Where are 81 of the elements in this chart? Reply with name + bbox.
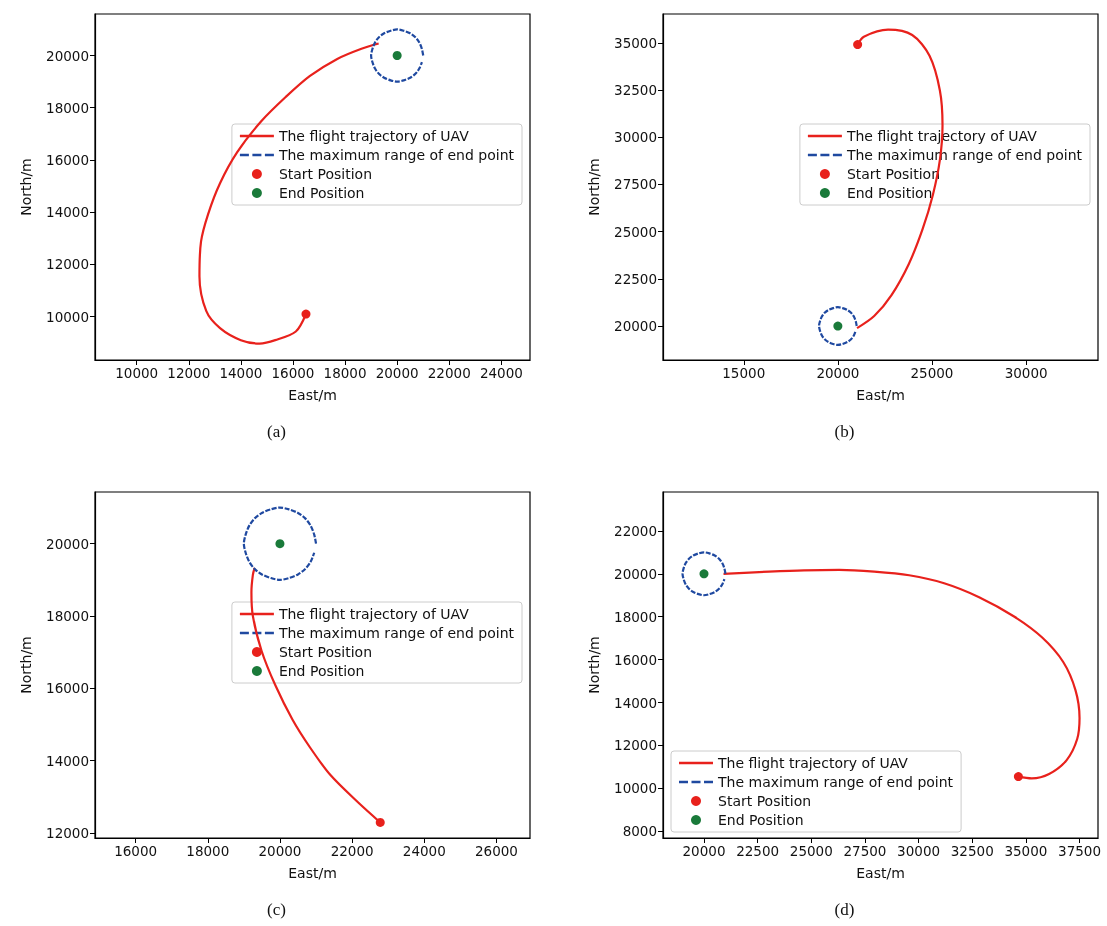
legend-label: End Position	[718, 812, 804, 828]
legend-label: The flight trajectory of UAV	[277, 128, 470, 144]
x-tick-label: 10000	[115, 365, 159, 381]
legend-label: End Position	[278, 663, 365, 679]
text: (a)	[267, 422, 286, 441]
x-tick-label: 35000	[1004, 843, 1048, 859]
x-tick-label: 27500	[843, 843, 887, 859]
x-tick-label: 18000	[186, 843, 230, 859]
y-tick-label: 10000	[614, 780, 657, 797]
y-tick-label: 30000	[614, 129, 657, 146]
x-tick-label: 22000	[330, 843, 374, 859]
x-tick-label: 25000	[789, 843, 833, 859]
text: (b)	[834, 422, 855, 441]
x-tick-label: 14000	[219, 365, 263, 381]
legend-label: Start Position	[278, 166, 373, 182]
x-tick-label: 26000	[474, 843, 518, 859]
y-tick-label: 35000	[614, 34, 657, 51]
x-tick-label: 30000	[1004, 365, 1048, 381]
x-axis-title: East/m	[856, 865, 905, 881]
y-axis-title: North/m	[18, 158, 34, 216]
y-tick-label: 12000	[614, 737, 657, 754]
y-axis-title: North/m	[586, 636, 602, 694]
y-tick-label: 16000	[46, 680, 89, 697]
legend-label: Start Position	[718, 793, 812, 809]
y-tick-label: 12000	[46, 824, 89, 841]
x-tick-label: 20000	[682, 843, 726, 859]
line-series	[370, 28, 425, 83]
x-tick-label: 20000	[375, 365, 419, 381]
y-tick-label: 20000	[614, 565, 657, 582]
y-tick-label: 14000	[614, 694, 657, 711]
x-tick-label: 25000	[910, 365, 954, 381]
x-tick-label: 22500	[736, 843, 780, 859]
legend-label: End Position	[278, 185, 365, 201]
x-tick-label: 24000	[479, 365, 523, 381]
x-tick-label: 22000	[427, 365, 471, 381]
legend-label: End Position	[846, 185, 933, 201]
legend-label: The flight trajectory of UAV	[277, 606, 470, 622]
x-tick-label: 37500	[1058, 843, 1102, 859]
x-tick-label: 20000	[816, 365, 860, 381]
y-tick-label: 27500	[614, 176, 657, 193]
legend-label: Start Position	[278, 644, 373, 660]
text: (d)	[834, 900, 855, 919]
y-tick-label: 20000	[46, 47, 89, 64]
legend-label: The flight trajectory of UAV	[717, 755, 909, 771]
y-tick-label: 14000	[46, 204, 89, 221]
y-tick-label: 18000	[46, 608, 89, 625]
text: (c)	[267, 900, 286, 919]
x-tick-label: 15000	[722, 365, 766, 381]
y-tick-label: 8000	[622, 823, 657, 840]
line-series	[817, 306, 858, 346]
x-tick-label: 20000	[258, 843, 302, 859]
legend-label: The maximum range of end point	[717, 774, 954, 790]
y-tick-label: 10000	[46, 308, 89, 325]
x-tick-label: 16000	[114, 843, 158, 859]
line-series	[242, 506, 318, 581]
x-axis-title: East/m	[856, 387, 905, 403]
x-axis-title: East/m	[288, 865, 337, 881]
x-tick-label: 12000	[167, 365, 211, 381]
x-tick-label: 16000	[271, 365, 315, 381]
legend-label: The maximum range of end point	[277, 625, 515, 641]
y-tick-label: 12000	[46, 256, 89, 273]
line-series	[681, 551, 727, 597]
y-tick-label: 32500	[614, 82, 657, 99]
y-tick-label: 18000	[614, 608, 657, 625]
y-tick-label: 20000	[614, 318, 657, 335]
y-axis-title: North/m	[586, 158, 602, 216]
y-tick-label: 20000	[46, 535, 89, 552]
x-axis-title: East/m	[288, 387, 337, 403]
y-tick-label: 22500	[614, 270, 657, 287]
y-tick-label: 16000	[614, 651, 657, 668]
y-tick-label: 14000	[46, 752, 89, 769]
x-tick-label: 32500	[950, 843, 994, 859]
y-tick-label: 25000	[614, 223, 657, 240]
x-tick-label: 24000	[402, 843, 446, 859]
y-axis-title: North/m	[18, 636, 34, 694]
x-tick-label: 30000	[897, 843, 941, 859]
y-tick-label: 18000	[46, 99, 89, 116]
y-tick-label: 16000	[46, 151, 89, 168]
y-tick-label: 22000	[614, 522, 657, 539]
x-tick-label: 18000	[323, 365, 367, 381]
legend-label: The maximum range of end point	[277, 147, 515, 163]
